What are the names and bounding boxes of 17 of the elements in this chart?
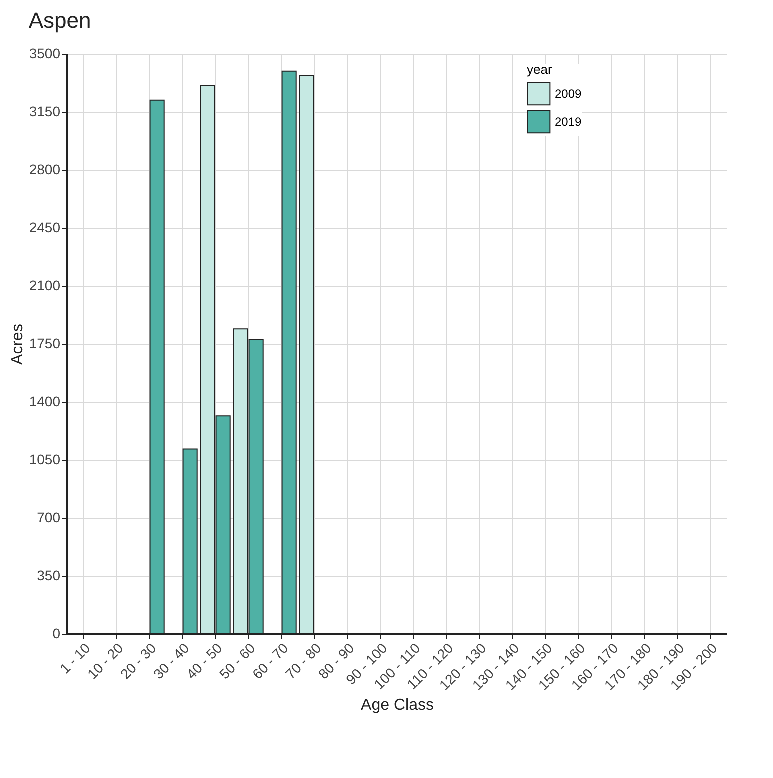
y-tick-label: 0	[52, 626, 61, 642]
y-tick-label: 2100	[29, 278, 61, 294]
legend-label: 2009	[555, 87, 582, 101]
x-axis-title: Age Class	[361, 697, 434, 714]
y-axis-title: Acres	[9, 324, 26, 365]
y-tick-label: 350	[37, 568, 61, 584]
legend-title: year	[527, 62, 553, 77]
y-tick-label: 3150	[29, 104, 61, 120]
y-tick-label: 2800	[29, 162, 61, 178]
y-tick-label: 3500	[29, 46, 61, 62]
legend-label: 2019	[555, 115, 582, 129]
y-tick-label: 1050	[29, 452, 61, 468]
y-tick-label: 2450	[29, 220, 61, 236]
y-tick-label: 700	[37, 510, 61, 526]
chart-title: Aspen	[28, 8, 92, 33]
y-tick-label: 1750	[29, 336, 61, 352]
y-tick-label: 1400	[29, 394, 61, 410]
